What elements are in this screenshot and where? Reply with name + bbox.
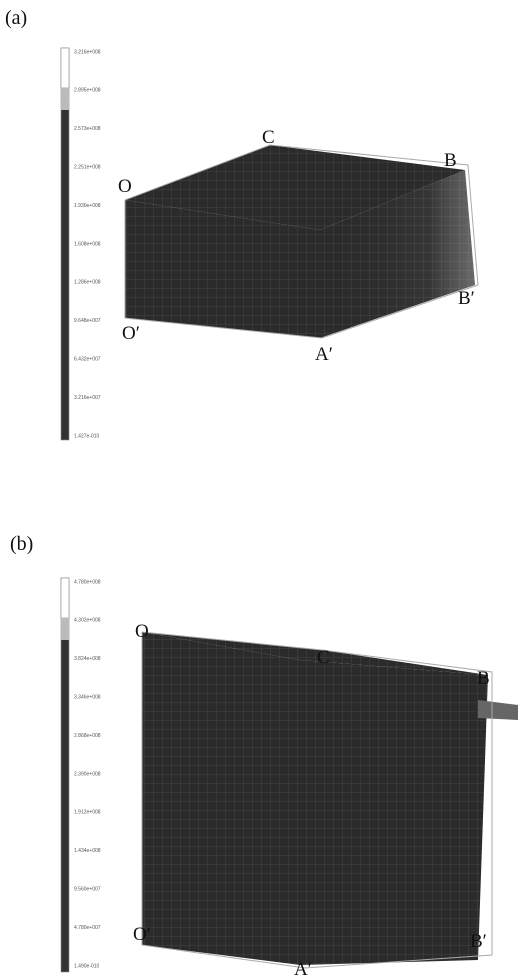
vertex-label: C	[317, 647, 330, 668]
panel-label: (b)	[10, 533, 33, 555]
colorbar-label: 1.608e+008	[74, 241, 101, 247]
vertex-label: A′	[294, 959, 312, 979]
colorbar-label: 2.573e+008	[74, 126, 101, 132]
colorbar-label: 2.251e+008	[74, 165, 101, 171]
colorbar-label: 2.390e+008	[74, 771, 101, 777]
colorbar	[61, 48, 69, 440]
colorbar-label: 1.286e+008	[74, 280, 101, 286]
vertex-label: B	[444, 150, 457, 171]
vertex-label: O	[135, 621, 149, 642]
mesh-box	[125, 145, 478, 338]
vertex-label: B′	[470, 931, 487, 952]
vertex-label: B′	[458, 288, 475, 309]
colorbar-label: 4.780e+007	[74, 925, 101, 931]
vertex-label: O	[118, 176, 132, 197]
figure: (a) (b) 3.216e+008 2.895e+008 2.573e+008 2.…	[0, 0, 518, 979]
colorbar-label: 9.648e+007	[74, 318, 101, 324]
colorbar	[61, 578, 69, 972]
panel-label: (a)	[5, 7, 27, 29]
mesh-box	[142, 632, 518, 968]
colorbar-label: 6.432e+007	[74, 357, 101, 363]
colorbar-label: 3.346e+008	[74, 695, 101, 701]
vertex-label: O′	[122, 323, 140, 344]
colorbar-label: 1.912e+008	[74, 810, 101, 816]
colorbar-label: 2.868e+008	[74, 733, 101, 739]
vertex-label: A′	[315, 344, 333, 365]
colorbar-label: 2.895e+008	[74, 88, 101, 94]
colorbar-label: 3.824e+008	[74, 656, 101, 662]
colorbar-label: 1.930e+008	[74, 203, 101, 209]
colorbar-label: 9.560e+007	[74, 887, 101, 893]
vertex-label: B	[477, 668, 490, 689]
colorbar-label: 4.780e+008	[74, 579, 101, 585]
colorbar-label: 1.434e+008	[74, 848, 101, 854]
vertex-label: C	[262, 127, 275, 148]
colorbar-label: 1.427e-010	[74, 433, 100, 439]
colorbar-label: 1.490e-010	[74, 963, 100, 969]
vertex-label: O′	[133, 924, 151, 945]
colorbar-label: 3.216e+008	[74, 49, 101, 55]
colorbar-label: 4.302e+008	[74, 618, 101, 624]
colorbar-label: 3.216e+007	[74, 395, 101, 401]
